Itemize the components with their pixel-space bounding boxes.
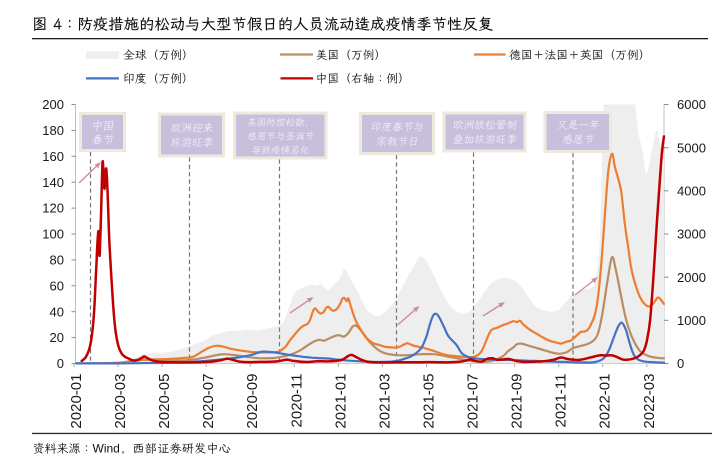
svg-text:1000: 1000 [677,313,706,328]
svg-text:80: 80 [50,253,64,268]
svg-text:2020-07: 2020-07 [200,374,217,429]
svg-text:2021-05: 2021-05 [421,374,438,429]
svg-text:2021-07: 2021-07 [465,374,482,429]
svg-text:Wind: Wind [93,442,120,456]
svg-text:2020-05: 2020-05 [156,374,173,429]
svg-text:5000: 5000 [677,140,706,155]
svg-text:180: 180 [42,123,64,138]
svg-text:0: 0 [57,356,64,371]
svg-text:6000: 6000 [677,97,706,112]
svg-text:2020-03: 2020-03 [112,374,129,429]
svg-text:2021-03: 2021-03 [376,374,393,429]
svg-text:2020-11: 2020-11 [288,374,305,428]
svg-text:2000: 2000 [677,270,706,285]
svg-text:2022-03: 2022-03 [641,374,658,429]
svg-text:200: 200 [42,97,64,112]
svg-text:120: 120 [42,201,64,216]
svg-text:4000: 4000 [677,183,706,198]
svg-text:140: 140 [42,175,64,190]
svg-text:60: 60 [50,278,64,293]
svg-text:40: 40 [50,304,64,319]
svg-text:2021-09: 2021-09 [509,374,526,429]
svg-text:2022-01: 2022-01 [597,374,614,429]
svg-text:3000: 3000 [677,227,706,242]
svg-text:2020-01: 2020-01 [68,374,85,429]
svg-text:20: 20 [50,330,64,345]
svg-text:0: 0 [677,356,684,371]
svg-text:2021-11: 2021-11 [553,374,570,428]
svg-text:160: 160 [42,149,64,164]
svg-text:100: 100 [42,227,64,242]
svg-text:2020-09: 2020-09 [244,374,261,429]
svg-text:2021-01: 2021-01 [332,374,349,429]
